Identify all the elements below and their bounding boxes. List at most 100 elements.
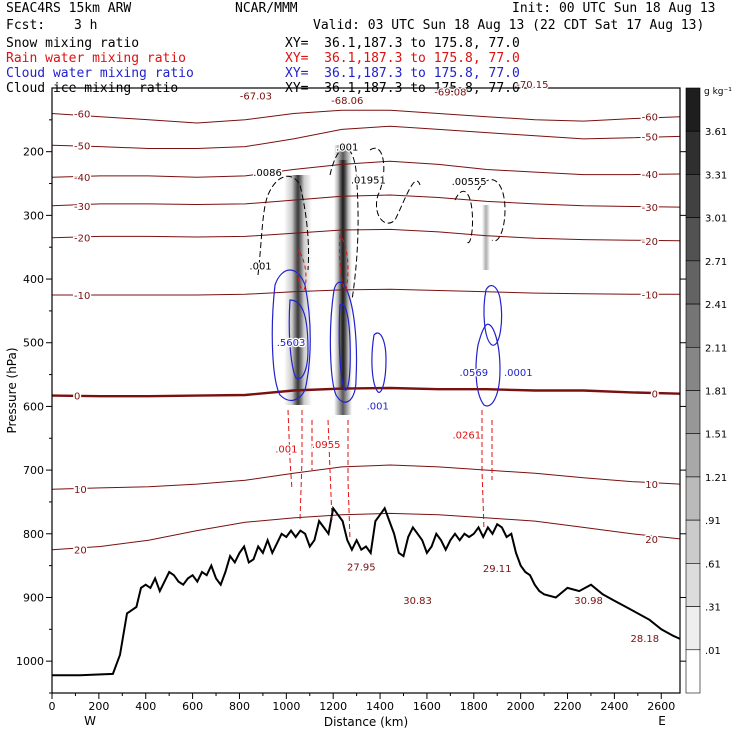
x-tick-label: 400 [135,700,156,713]
isotherm-label: 10 [74,485,87,496]
x-tick-label: 0 [49,700,56,713]
contour-annotation: .5603 [277,338,306,349]
x-tick-label: 1400 [366,700,394,713]
x-tick-label: 2600 [647,700,675,713]
east-label: E [658,714,666,728]
field-label-cloudwater: Cloud water mixing ratio [6,66,194,81]
x-tick-label: 1200 [319,700,347,713]
x-tick-label: 200 [88,700,109,713]
contour-annotation: .0569 [459,368,488,379]
colorbar-label: 2.41 [705,300,727,311]
contour-annotation: 29.11 [483,564,512,575]
colorbar-segment [685,390,701,435]
colorbar-label: 2.71 [705,257,727,268]
contour-annotation: -69.08 [434,88,466,99]
contour-annotation: 28.18 [631,634,660,645]
colorbar-segment [685,519,701,564]
contour-annotation: -67.03 [240,91,272,102]
colorbar-segment [685,476,701,521]
isotherm-20 [51,512,681,551]
contour-annotation: .0001 [504,368,533,379]
colorbar-segment [685,260,701,305]
colorbar-label: 3.61 [705,127,727,138]
y-tick-label: 800 [23,528,44,541]
init-time: Init: 00 UTC Sun 18 Aug 13 [512,1,716,16]
colorbar-segment [685,87,701,132]
x-tick-label: 2200 [554,700,582,713]
model-title: SEAC4RS 15km ARW [6,1,132,16]
colorbar-segment [685,303,701,348]
contour-annotation: .0086 [253,168,282,179]
contour-annotation: 30.83 [403,596,432,607]
colorbar-label: .31 [705,603,721,614]
colorbar-label: 1.21 [705,473,727,484]
valid-time: Valid: 03 UTC Sun 18 Aug 13 (22 CDT Sat … [313,18,705,33]
colorbar-label: 2.11 [705,343,727,354]
center-title: NCAR/MMM [235,1,298,16]
colorbar-label: 1.81 [705,387,727,398]
isotherm-label: -50 [642,132,658,143]
contour-annotation: .0261 [452,430,481,441]
isotherm-label: -30 [74,202,90,213]
colorbar-label: .91 [705,516,721,527]
y-tick-label: 400 [23,273,44,286]
contour-annotation: .001 [367,402,389,413]
colorbar-label: 3.31 [705,170,727,181]
isotherm--10 [52,288,680,296]
fcst-value: 3 h [74,18,98,33]
y-tick-label: 200 [23,146,44,159]
x-tick-label: 800 [229,700,250,713]
x-tick-label: 1800 [460,700,488,713]
x-tick-label: 1600 [413,700,441,713]
isotherm--20 [51,228,681,242]
colorbar-segment [685,130,701,175]
plot-frame [51,87,681,694]
isotherm-label: 20 [74,546,87,557]
field-xy-rain: XY= 36.1,187.3 to 175.8, 77.0 [285,51,520,66]
colorbar-segment [685,563,701,607]
isotherm-label: 0 [652,390,658,401]
isotherm-label: -40 [74,173,90,184]
y-tick-label: 500 [23,337,44,350]
colorbar-unit: g kg⁻¹ [704,87,732,97]
isotherm-label: 20 [645,535,658,546]
colorbar-label: 1.51 [705,430,727,441]
x-tick-label: 2000 [507,700,535,713]
contour-annotation: -68.06 [331,96,363,107]
contour-annotation: .0955 [312,440,341,451]
x-tick-label: 1000 [272,700,300,713]
contour-annotation: 27.95 [347,563,376,574]
isotherm--30 [51,194,681,208]
colorbar-segment [685,606,701,651]
contour-annotation: 30.98 [574,596,603,607]
contour-annotation: .001 [275,444,297,455]
isotherm-label: -10 [74,291,90,302]
field-xy-cloudwater: XY= 36.1,187.3 to 175.8, 77.0 [285,66,520,81]
y-tick-label: 700 [23,464,44,477]
y-tick-label: 1000 [16,655,44,668]
isotherm--50 [51,125,681,149]
fcst-label: Fcst: [6,18,46,33]
isotherm-0 [51,386,681,398]
west-label: W [84,714,96,728]
mixing-ratio-contours [257,147,506,541]
colorbar-segment [685,217,701,262]
contour-annotation: .001 [249,262,271,273]
field-xy-snow: XY= 36.1,187.3 to 175.8, 77.0 [285,36,520,51]
isotherm-label: -60 [642,113,658,124]
contour-annotation: .001 [336,142,358,153]
field-label-rain: Rain water mixing ratio [6,51,187,66]
isotherm-label: -40 [642,170,658,181]
y-tick-label: 300 [23,209,44,222]
isotherm-label: -10 [642,290,658,301]
isotherm-label: -20 [642,237,658,248]
isotherm-label: -30 [642,203,658,214]
y-axis-label: Pressure (hPa) [5,347,19,433]
isotherm--60 [51,109,681,124]
colorbar-segment [685,649,701,694]
colorbar-segment [685,346,701,391]
isotherm-label: -60 [74,109,90,120]
isotherm-label: -50 [74,141,90,152]
colorbar-label: 3.01 [705,214,727,225]
